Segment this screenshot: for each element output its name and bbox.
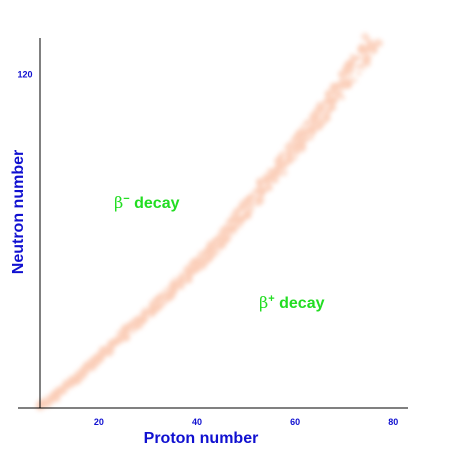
band-point — [356, 70, 362, 77]
band-point — [249, 207, 255, 213]
y-tick-labels: 120 — [17, 69, 32, 79]
beta-minus-text: decay — [130, 195, 180, 212]
band-point — [332, 105, 337, 110]
band-point — [365, 54, 373, 62]
band-point — [355, 54, 363, 61]
band-point — [303, 119, 310, 125]
x-tick-label: 80 — [388, 417, 398, 427]
band-point — [360, 32, 369, 41]
band-point — [351, 77, 358, 84]
x-axis-title: Proton number — [144, 430, 259, 447]
beta-minus-label: β− decay — [114, 193, 180, 212]
beta-plus-sign: + — [268, 293, 274, 305]
beta-minus-symbol: β — [114, 193, 123, 212]
band-point — [132, 328, 137, 333]
beta-plus-label: β+ decay — [259, 293, 325, 312]
band-point — [336, 88, 343, 95]
beta-minus-sign: − — [123, 193, 129, 205]
y-axis-title: Neutron number — [10, 150, 27, 274]
band-point — [347, 78, 354, 85]
beta-plus-text: decay — [275, 295, 325, 312]
stability-band — [35, 32, 384, 412]
band-point — [375, 39, 384, 48]
band-point — [325, 88, 333, 95]
band-point — [257, 177, 264, 184]
band-point — [249, 200, 256, 208]
band-point — [293, 155, 298, 160]
band-point — [308, 135, 314, 141]
band-point — [358, 43, 365, 49]
x-tick-label: 60 — [290, 417, 300, 427]
band-point — [349, 73, 354, 79]
beta-plus-symbol: β — [259, 293, 268, 312]
x-tick-label: 40 — [192, 417, 202, 427]
y-tick-label: 120 — [17, 69, 32, 79]
x-tick-label: 20 — [94, 417, 104, 427]
band-point — [279, 150, 287, 158]
x-tick-labels: 20 40 60 80 — [94, 417, 398, 427]
